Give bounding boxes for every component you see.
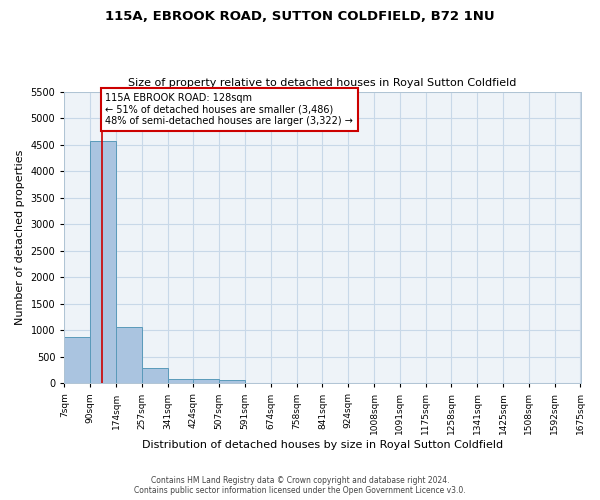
Title: Size of property relative to detached houses in Royal Sutton Coldfield: Size of property relative to detached ho…	[128, 78, 517, 88]
Text: 115A, EBROOK ROAD, SUTTON COLDFIELD, B72 1NU: 115A, EBROOK ROAD, SUTTON COLDFIELD, B72…	[105, 10, 495, 23]
Bar	[142, 368, 167, 384]
Bar	[167, 378, 193, 384]
Bar	[90, 142, 116, 384]
X-axis label: Distribution of detached houses by size in Royal Sutton Coldfield: Distribution of detached houses by size …	[142, 440, 503, 450]
Bar	[219, 380, 245, 384]
Y-axis label: Number of detached properties: Number of detached properties	[15, 150, 25, 325]
Bar	[64, 336, 90, 384]
Text: Contains HM Land Registry data © Crown copyright and database right 2024.
Contai: Contains HM Land Registry data © Crown c…	[134, 476, 466, 495]
Text: 115A EBROOK ROAD: 128sqm
← 51% of detached houses are smaller (3,486)
48% of sem: 115A EBROOK ROAD: 128sqm ← 51% of detach…	[106, 93, 353, 126]
Bar	[116, 327, 142, 384]
Bar	[193, 379, 219, 384]
